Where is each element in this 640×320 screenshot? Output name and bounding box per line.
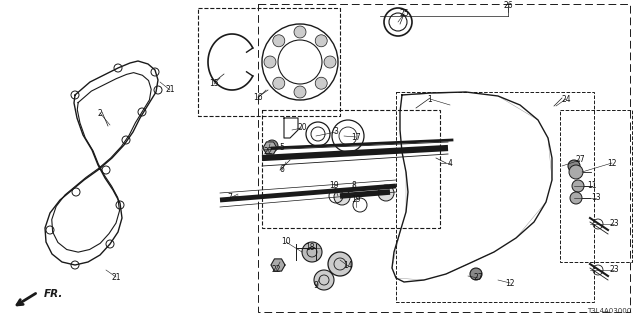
Text: 6: 6 [280, 165, 284, 174]
Text: 27: 27 [575, 156, 585, 164]
Circle shape [294, 26, 306, 38]
Text: 24: 24 [561, 94, 571, 103]
Circle shape [314, 270, 334, 290]
Text: 16: 16 [253, 93, 263, 102]
Circle shape [316, 35, 327, 47]
Text: 19: 19 [351, 196, 361, 204]
Polygon shape [263, 142, 277, 154]
Circle shape [378, 185, 394, 201]
Text: 22: 22 [271, 266, 281, 275]
Text: 3: 3 [333, 127, 339, 137]
Bar [262, 110, 440, 228]
Circle shape [572, 180, 584, 192]
Text: 15: 15 [209, 79, 219, 89]
Text: 10: 10 [281, 237, 291, 246]
Circle shape [273, 77, 285, 89]
Circle shape [328, 252, 352, 276]
Circle shape [470, 268, 482, 280]
Text: 9: 9 [314, 282, 319, 291]
Bar [198, 8, 340, 116]
Circle shape [569, 165, 583, 179]
Text: 17: 17 [351, 132, 361, 141]
Text: 23: 23 [609, 220, 619, 228]
Text: 26: 26 [503, 2, 513, 11]
Text: 20: 20 [297, 124, 307, 132]
Bar [396, 92, 594, 302]
Circle shape [324, 56, 336, 68]
Text: 21: 21 [111, 273, 121, 282]
Text: 1: 1 [428, 94, 433, 103]
Circle shape [570, 192, 582, 204]
Circle shape [273, 35, 285, 47]
Text: T3L4A0300C: T3L4A0300C [588, 308, 632, 314]
Text: 12: 12 [607, 158, 617, 167]
Circle shape [266, 140, 278, 152]
Polygon shape [271, 259, 285, 271]
Circle shape [294, 86, 306, 98]
Bar [258, 4, 630, 312]
Text: 19: 19 [329, 180, 339, 189]
Text: 23: 23 [609, 266, 619, 275]
Text: 2: 2 [98, 108, 102, 117]
Text: 8: 8 [351, 180, 356, 189]
Circle shape [302, 242, 322, 262]
Text: 27: 27 [473, 274, 483, 283]
Circle shape [568, 160, 580, 172]
Text: 18: 18 [305, 244, 315, 252]
Text: 7: 7 [228, 194, 232, 203]
Text: 5: 5 [280, 143, 284, 153]
Circle shape [264, 56, 276, 68]
Text: FR.: FR. [44, 289, 63, 299]
Text: 22: 22 [263, 148, 273, 156]
Bar [560, 110, 632, 262]
Circle shape [334, 189, 350, 205]
Text: 25: 25 [399, 10, 409, 19]
Text: 11: 11 [588, 181, 596, 190]
Circle shape [316, 77, 327, 89]
Text: 13: 13 [591, 194, 601, 203]
Text: 4: 4 [447, 158, 452, 167]
Text: 14: 14 [343, 261, 353, 270]
Text: 21: 21 [165, 85, 175, 94]
Text: 12: 12 [505, 278, 515, 287]
